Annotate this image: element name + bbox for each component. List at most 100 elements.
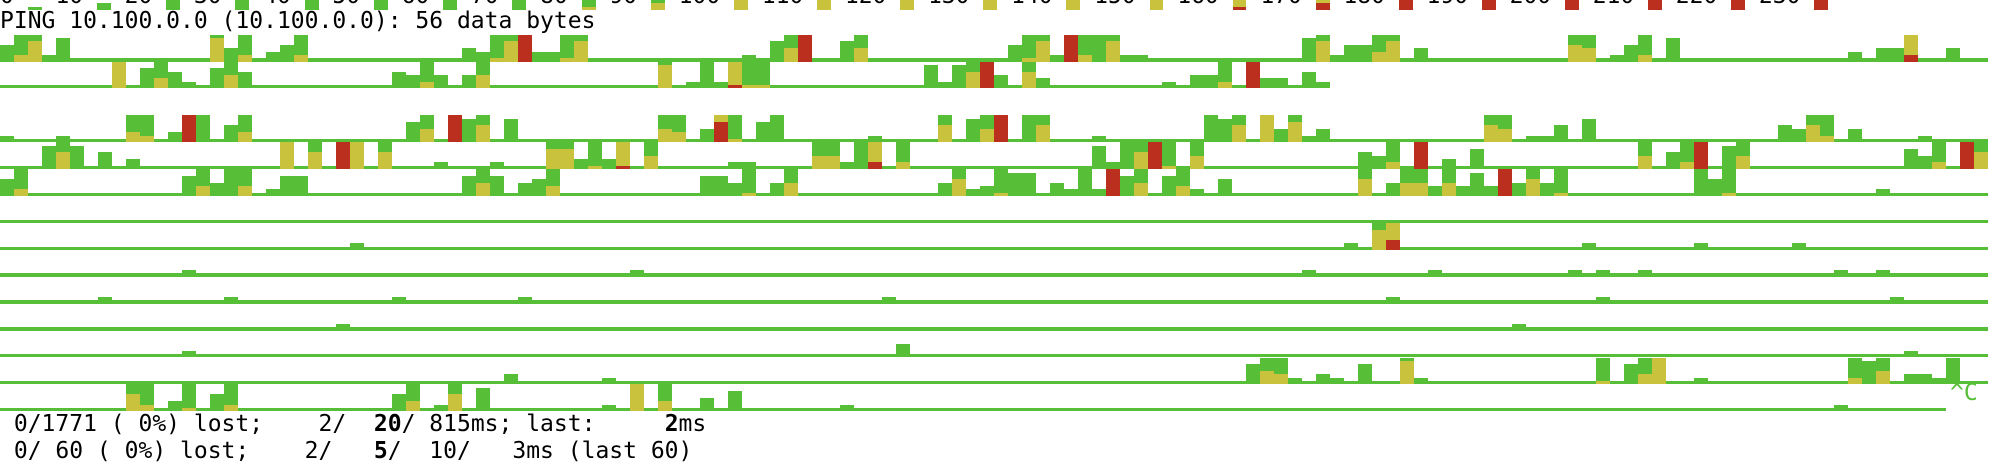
ping-bar (84, 304, 98, 331)
ping-bar (1820, 169, 1834, 197)
ping-bar (1218, 196, 1232, 223)
ping-bar (1050, 304, 1064, 331)
ping-bar (1498, 142, 1512, 170)
ping-bar (1134, 304, 1148, 331)
ping-bar (1932, 358, 1946, 385)
ping-bar (1330, 304, 1344, 331)
ping-bar (1456, 304, 1470, 331)
ping-bar (1316, 358, 1330, 385)
ping-bar (770, 169, 784, 197)
ping-bar (1848, 357, 1862, 385)
ping-bar (1512, 115, 1526, 143)
ping-bar (1162, 384, 1176, 412)
ping-bar (168, 277, 182, 304)
ping-bar (840, 304, 854, 331)
ping-bar (420, 331, 434, 358)
ping-bar (350, 358, 364, 385)
ping-bar (1232, 169, 1246, 197)
ping-bar (1540, 223, 1554, 250)
ping-bar (98, 331, 112, 358)
ping-bar (1036, 250, 1050, 277)
ping-bar (1190, 331, 1204, 358)
ping-bar (1820, 277, 1834, 304)
ping-bar (1218, 169, 1232, 197)
ping-bar (1218, 358, 1232, 385)
ping-bar (1778, 169, 1792, 197)
ping-bar (854, 277, 868, 304)
ping-bar (1876, 357, 1890, 385)
ping-bar (882, 35, 896, 62)
ping-bar (994, 35, 1008, 62)
ping-bar (1428, 196, 1442, 223)
ping-bar (70, 169, 84, 197)
ping-bar (560, 142, 574, 170)
ping-bar (1554, 196, 1568, 223)
ping-bar (420, 358, 434, 385)
ping-bar (462, 358, 476, 385)
ping-bar (1974, 358, 1988, 385)
ping-bar (826, 62, 840, 89)
ping-bar (1036, 115, 1050, 143)
ping-bar (462, 331, 476, 358)
ping-bar (1960, 35, 1974, 62)
ping-bar (1806, 277, 1820, 304)
ping-bar (742, 223, 756, 250)
ping-bar (588, 277, 602, 304)
ping-bar (1554, 115, 1568, 143)
ping-bar (672, 35, 686, 62)
ping-bar (924, 142, 938, 170)
ping-bar (1694, 169, 1708, 197)
ping-bar (154, 277, 168, 304)
ping-bar (1890, 384, 1904, 412)
ping-bar (378, 331, 392, 358)
ping-bar (490, 142, 504, 170)
ping-bar (1134, 331, 1148, 358)
ping-bar (1232, 250, 1246, 277)
ping-bar (280, 250, 294, 277)
ping-bar (672, 62, 686, 89)
ping-bar (868, 277, 882, 304)
ping-bar (840, 62, 854, 89)
ping-bar (1750, 304, 1764, 331)
ping-bar (420, 115, 434, 143)
ping-bar (98, 196, 112, 223)
ping-bar (322, 384, 336, 412)
ping-bar (1372, 304, 1386, 331)
ping-bar (560, 384, 574, 412)
ping-bar (98, 304, 112, 331)
ping-bar (1204, 62, 1218, 89)
ping-bar (1610, 196, 1624, 223)
ping-bar (1036, 304, 1050, 331)
ping-bar (1750, 196, 1764, 223)
ping-bar (574, 196, 588, 223)
ping-bar (910, 223, 924, 250)
ping-bar (812, 35, 826, 62)
ping-bar (1218, 142, 1232, 170)
ping-bar (546, 250, 560, 277)
ping-bar (112, 384, 126, 412)
ping-bar (280, 142, 294, 170)
ping-bar (658, 142, 672, 170)
ping-bar (1736, 196, 1750, 223)
ping-bar (1260, 357, 1274, 385)
ping-bar (952, 115, 966, 143)
ping-bar (1008, 277, 1022, 304)
ping-bar (14, 304, 28, 331)
ping-bar (476, 142, 490, 170)
ping-bar (98, 250, 112, 277)
ping-bar (1890, 304, 1904, 331)
ping-bar (1526, 142, 1540, 170)
ping-bar (1862, 142, 1876, 170)
ping-bar (1694, 196, 1708, 223)
ping-bar (182, 62, 196, 89)
ping-bar (1750, 384, 1764, 412)
ping-bar (532, 196, 546, 223)
ping-bar (574, 250, 588, 277)
ping-bar (1344, 250, 1358, 277)
ping-bar (1484, 196, 1498, 223)
ping-bar (644, 196, 658, 223)
ping-bar (1806, 331, 1820, 358)
ping-bar (616, 331, 630, 358)
ping-bar (1610, 169, 1624, 197)
ping-bar (1764, 358, 1778, 385)
